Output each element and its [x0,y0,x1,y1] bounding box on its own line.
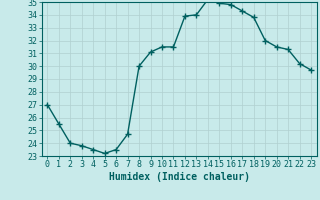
X-axis label: Humidex (Indice chaleur): Humidex (Indice chaleur) [109,172,250,182]
